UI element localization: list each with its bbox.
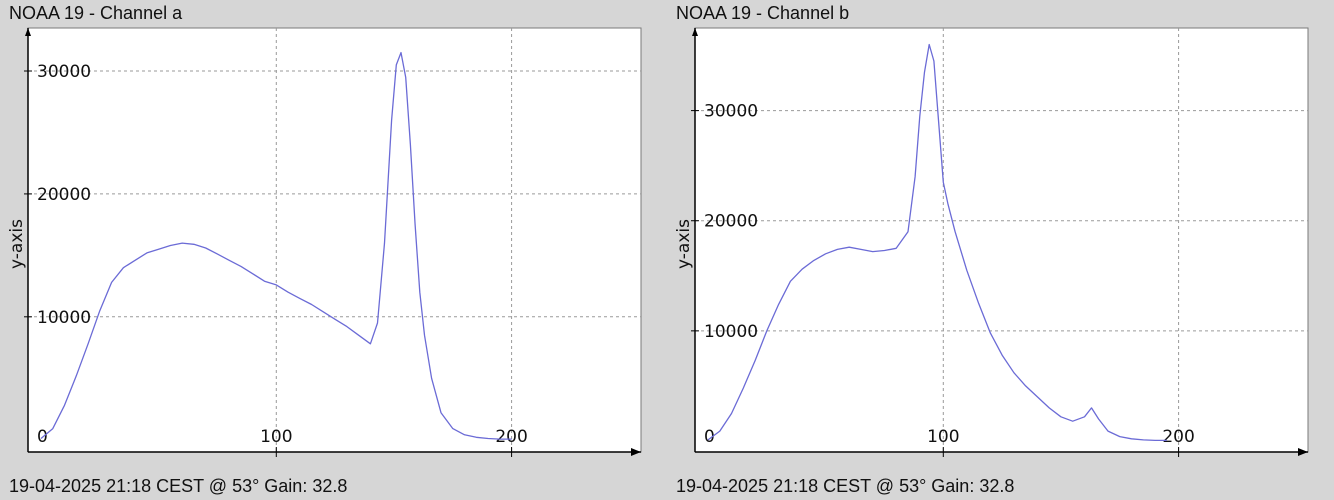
y-axis-label: y-axis bbox=[674, 219, 694, 269]
x-tick-label: 100 bbox=[927, 427, 959, 447]
chart-panel-channel-b: NOAA 19 - Channel b 0 100 200 10000 20000 300… bbox=[667, 0, 1334, 500]
y-tick-label: 10000 bbox=[37, 308, 91, 328]
x-tick-label: 200 bbox=[1162, 427, 1194, 447]
x-tick-label: 200 bbox=[495, 427, 527, 447]
chart-title: NOAA 19 - Channel b bbox=[676, 3, 850, 23]
chart-title: NOAA 19 - Channel a bbox=[9, 3, 183, 23]
x-tick-label: 100 bbox=[260, 427, 292, 447]
y-tick-label: 20000 bbox=[37, 185, 91, 205]
chart-footer-status: 19-04-2025 21:18 CEST @ 53° Gain: 32.8 bbox=[9, 476, 348, 496]
y-tick-label: 30000 bbox=[704, 102, 758, 122]
y-tick-label: 30000 bbox=[37, 62, 91, 82]
plot-area bbox=[27, 27, 642, 453]
plot-area bbox=[694, 27, 1309, 453]
series-line bbox=[40, 51, 512, 440]
y-axis-arrow bbox=[692, 28, 698, 36]
chart-footer-status: 19-04-2025 21:18 CEST @ 53° Gain: 32.8 bbox=[676, 476, 1015, 496]
x-axis-arrow bbox=[1298, 448, 1308, 456]
y-tick-label: 20000 bbox=[704, 212, 758, 232]
y-tick-label: 10000 bbox=[704, 322, 758, 342]
series-line bbox=[707, 43, 1167, 442]
y-axis-label: y-axis bbox=[7, 219, 27, 269]
chart-panel-channel-a: NOAA 19 - Channel a 0 100 200 10000 20000 300… bbox=[7, 3, 642, 496]
x-axis-arrow bbox=[631, 448, 641, 456]
line-chart-channel-b: 0 100 200 10000 20000 30000 y-axis bbox=[674, 27, 1309, 457]
y-axis-arrow bbox=[25, 28, 31, 36]
x-tick-label: 0 bbox=[704, 427, 715, 447]
